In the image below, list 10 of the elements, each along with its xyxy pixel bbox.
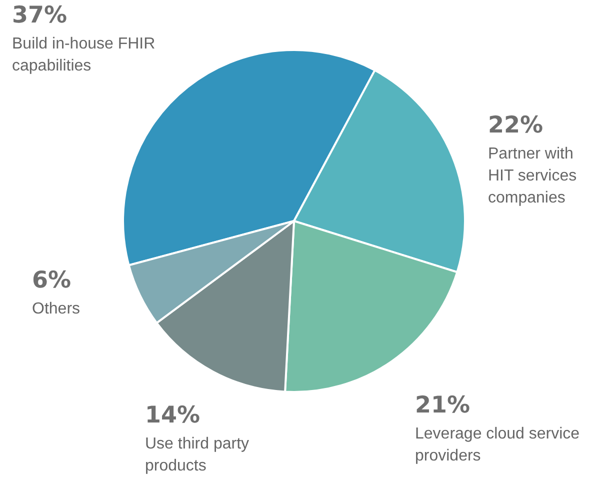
data-label: 22% — [488, 112, 544, 138]
slice-label: Leverage cloud service providers — [415, 425, 580, 464]
data-label: 14% — [145, 402, 200, 428]
slice-label: Partner with HIT services companies — [488, 145, 577, 206]
slice-label: Others — [32, 300, 80, 318]
data-label: 21% — [415, 392, 470, 418]
slice-label: Build in-house FHIR capabilities — [12, 35, 156, 74]
data-label: 37% — [12, 2, 68, 28]
data-label: 6% — [32, 267, 72, 294]
slice-label: Use third party products — [145, 435, 250, 474]
